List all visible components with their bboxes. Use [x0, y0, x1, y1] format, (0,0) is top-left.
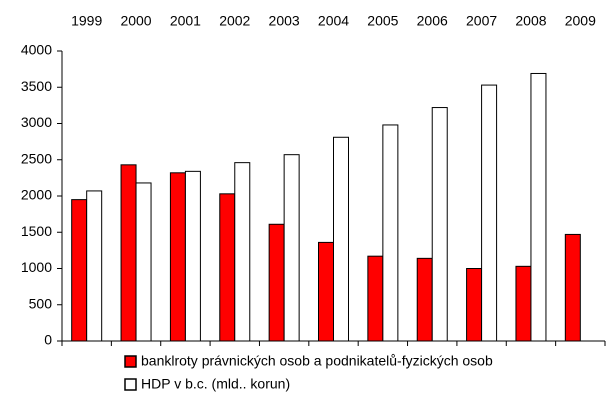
- bar: [234, 162, 251, 342]
- bar: [333, 136, 349, 342]
- bar: [135, 182, 152, 342]
- y-tick-label: 4000: [21, 42, 52, 58]
- x-tick-label: 2005: [367, 13, 398, 29]
- bar: [283, 154, 300, 342]
- legend-label: HDP v b.c. (mld.. korun): [141, 376, 290, 392]
- bar: [515, 265, 532, 342]
- bar: [481, 84, 498, 342]
- legend-swatch: [124, 378, 137, 391]
- y-tick-label: 1500: [21, 223, 52, 239]
- y-tick-label: 2000: [21, 187, 52, 203]
- x-tick-label: 2008: [515, 13, 546, 29]
- x-tick-label: 2000: [120, 13, 151, 29]
- x-tick-label: 2006: [417, 13, 448, 29]
- bar: [564, 233, 581, 342]
- x-tick-label: 2001: [170, 13, 201, 29]
- bar: [169, 172, 186, 342]
- bar: [71, 199, 88, 342]
- bar: [268, 223, 285, 342]
- y-tick-label: 3500: [21, 78, 52, 94]
- x-tick-label: 2002: [219, 13, 250, 29]
- bar: [184, 170, 201, 342]
- bar: [431, 107, 448, 342]
- x-tick-label: 2003: [269, 13, 300, 29]
- bar: [367, 255, 384, 342]
- y-tick-label: 500: [29, 295, 53, 311]
- legend-label: banklroty právnických osob a podnikatelů…: [141, 353, 493, 369]
- y-tick-label: 2500: [21, 150, 52, 166]
- bar: [219, 193, 236, 342]
- bar: [86, 190, 103, 342]
- legend-swatch: [124, 355, 137, 368]
- x-tick-label: 2007: [466, 13, 497, 29]
- x-tick-label: 1999: [71, 13, 102, 29]
- bar: [382, 124, 399, 342]
- bar: [318, 241, 334, 342]
- y-tick-label: 3000: [21, 114, 52, 130]
- y-tick-label: 0: [44, 332, 52, 348]
- bar: [120, 164, 137, 342]
- bar: [530, 72, 547, 342]
- y-tick-label: 1000: [21, 259, 52, 275]
- x-tick-label: 2004: [318, 13, 349, 29]
- bar: [466, 268, 483, 342]
- bar: [416, 257, 433, 342]
- x-tick-label: 2009: [565, 13, 596, 29]
